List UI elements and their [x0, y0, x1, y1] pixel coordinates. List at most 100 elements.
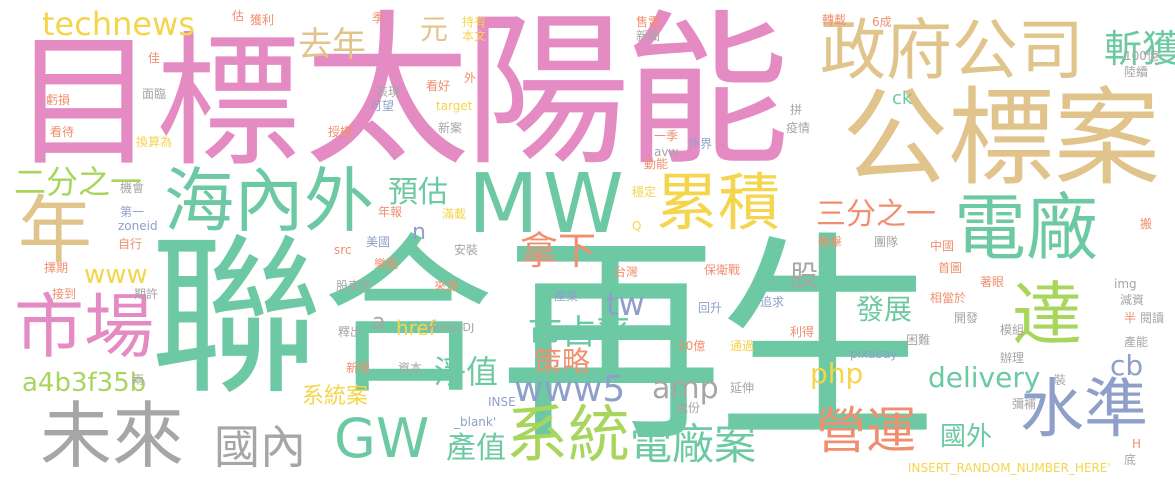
word-xinzeng: 新增	[346, 361, 371, 375]
word-shichang: 市場	[14, 286, 154, 368]
word-jiedao: 接到	[52, 287, 77, 301]
word-kewang: 可望	[370, 99, 395, 113]
word-ji: 季	[372, 11, 385, 25]
word-pixabay: pixabay	[850, 347, 898, 361]
word-www5: www5	[514, 369, 626, 410]
word-xitong: 系統	[506, 398, 631, 471]
word-biaoxian: 表現	[376, 85, 401, 99]
word-chanzhi: 產值	[446, 431, 506, 466]
word-mubiao: 目標	[12, 18, 301, 186]
word-benwen: 本文	[462, 29, 487, 43]
word-a: a	[372, 310, 386, 335]
word-xitongan: 系統案	[302, 384, 369, 409]
word-yuan: 元	[420, 13, 449, 46]
word-da: 達	[1012, 274, 1082, 356]
word-gongbiaoan: 公標案	[842, 77, 1160, 200]
word-yugu: 預估	[388, 175, 448, 210]
word-gu: 股	[790, 259, 819, 292]
word-naxia: 拿下	[520, 229, 597, 273]
word-ban2: 半	[1124, 311, 1137, 325]
word-qixu: 期許	[134, 287, 159, 301]
word-shuizhun: 水準	[1020, 373, 1148, 447]
word-haineiwai: 海內外	[164, 160, 374, 242]
word-qunian: 去年	[298, 25, 366, 65]
word-lide: 利得	[790, 325, 815, 339]
word-blank: _blank'	[454, 415, 497, 429]
word-dongneng: 動能	[644, 157, 669, 171]
word-kandai: 看待	[50, 125, 75, 139]
word-huansuan: 換算為	[136, 135, 173, 149]
word-ziben: 資本	[398, 361, 423, 375]
word-50yi: 50億	[678, 339, 706, 353]
word-guowai: 國外	[940, 422, 993, 452]
word-mw: MW	[468, 157, 628, 252]
word-gudonghui: 股東會	[336, 279, 373, 293]
word-wending: 穩定	[632, 185, 657, 199]
word-anzhuang: 安裝	[454, 243, 479, 257]
word-shizhanlv: 市占率	[528, 313, 630, 353]
word-manzai: 滿載	[442, 207, 467, 221]
word-mibu: 彌補	[1012, 397, 1037, 411]
word-erfen: 二分之一	[14, 163, 143, 201]
word-fazhan: 發展	[856, 293, 913, 326]
word-zhuang: 裝	[1054, 373, 1067, 387]
word-gw: GW	[334, 407, 430, 470]
word-www: www	[84, 260, 148, 290]
word-zhuoyan: 著眼	[980, 275, 1005, 289]
word-jia: 佳	[148, 51, 161, 65]
word-insert: INSERT_RANDOM_NUMBER_HERE'	[908, 461, 1111, 475]
word-kaohao: 看好	[426, 79, 451, 93]
word-huoli: 獲利	[250, 13, 275, 27]
word-taiwan: 台灣	[614, 265, 639, 279]
word-n: n	[412, 220, 426, 245]
word-taiyangneng: 太陽能	[304, 0, 790, 189]
word-yanshen: 延伸	[730, 381, 755, 395]
word-dianchang: 電廠	[954, 186, 1099, 270]
word-kuisun: 虧損	[46, 93, 71, 107]
word-zhongguo: 中國	[930, 239, 955, 253]
word-chiyou: 持有	[462, 15, 487, 29]
word-wai: 外	[464, 71, 477, 85]
word-diyi: 第一	[120, 205, 145, 219]
word-kunnan: 困難	[906, 333, 931, 347]
word-liang: 兩	[132, 373, 145, 387]
word-cb: cb	[1110, 349, 1144, 382]
word-shoutu: 首圖	[938, 261, 963, 275]
word-guji: 估	[232, 9, 245, 23]
word-waijie: 外界	[688, 137, 713, 151]
word-6cheng: 6成	[872, 15, 892, 29]
word-mozu: 模組	[1000, 323, 1025, 337]
word-shouquan: 授權	[328, 125, 353, 139]
word-leiji: 累積	[656, 166, 781, 239]
word-ban: 搬	[1140, 217, 1153, 231]
word-target: target	[436, 99, 473, 113]
word-weilai: 未來	[40, 394, 185, 478]
word-xinwen: 新聞	[636, 29, 661, 43]
word-zaisheng: 再生	[500, 214, 938, 472]
word-banli: 辦理	[1000, 351, 1025, 365]
word-technews: technews	[42, 5, 195, 43]
word-chongji: 衝擊	[818, 235, 843, 249]
word-H: H	[1132, 437, 1142, 451]
word-src: src	[334, 243, 352, 257]
word-yiji: 一季	[654, 129, 679, 143]
word-meiguo: 美國	[366, 235, 391, 249]
word-huisheng: 回升	[698, 301, 723, 315]
word-shoudian: 售電	[636, 15, 661, 29]
word-yiqing: 疫情	[786, 121, 811, 135]
word-lianhe: 聯合	[150, 217, 494, 418]
word-chufen: 處份	[676, 401, 701, 415]
word-amp: amp	[652, 371, 719, 406]
word-delivery: delivery	[928, 361, 1041, 394]
word-luxu: 陸續	[1124, 65, 1149, 79]
word-channeng: 產能	[1124, 335, 1149, 349]
word-kaifa: 開發	[954, 311, 979, 325]
word-leguan: 樂觀	[374, 257, 399, 271]
word-php: php	[810, 357, 864, 390]
word-href: href	[396, 316, 436, 340]
word-dianchangan: 電廠案	[630, 420, 757, 469]
word-tuandui: 團隊	[874, 235, 899, 249]
word-zoneid: zoneid	[118, 219, 158, 233]
word-zhanhuo: 斬獲	[1104, 27, 1175, 71]
